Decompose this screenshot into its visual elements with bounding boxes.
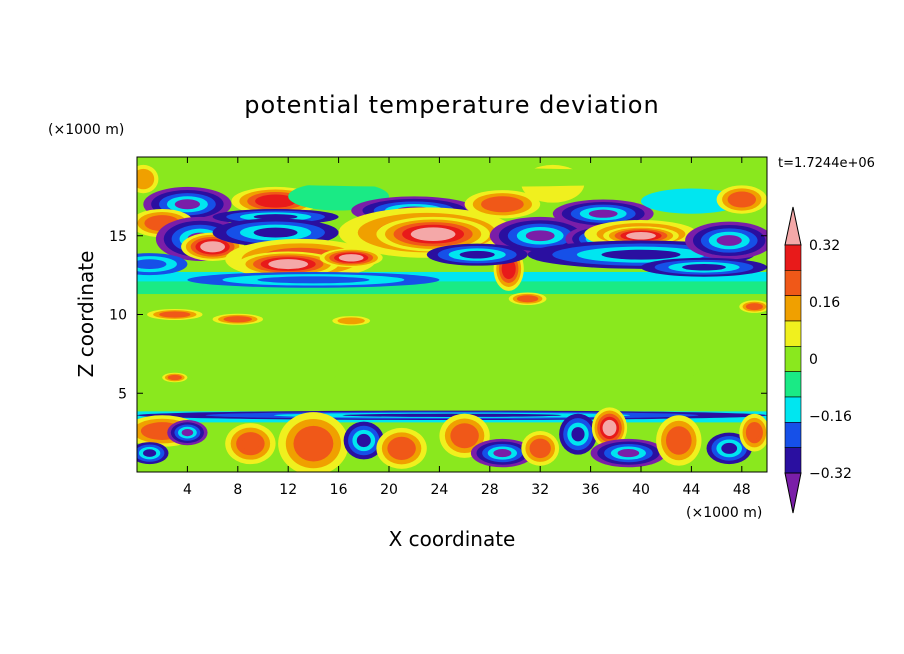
colorbar-extend-min [784,472,802,514]
colorbar-label: −0.16 [809,409,852,425]
colorbar-label: 0.32 [809,238,840,254]
contour-region [170,375,180,380]
x-tick-label: 4 [183,482,192,498]
contour-region [721,442,738,454]
colorbar-segment [784,244,802,271]
y-axis-ticks: 5 10 15 [109,229,767,402]
contour-region [301,432,326,455]
contour-region [631,233,651,239]
contour-region [181,429,194,437]
x-tick-label: 48 [733,482,751,498]
y-unit-label: (×1000 m) [48,122,124,138]
contour-region [605,422,614,433]
contour-region [749,304,760,309]
x-tick-label: 20 [380,482,398,498]
contour-region [493,449,512,458]
contour-region [489,199,516,210]
contour-region [342,318,360,323]
contour-region [682,263,726,271]
contour-region [187,344,339,395]
x-tick-label: 28 [481,482,499,498]
contour-region [253,227,298,238]
contour-region [137,259,167,269]
colorbar-label: 0 [809,352,818,368]
contour-region [419,229,447,239]
contour-region [204,243,221,251]
contour-region [200,168,704,187]
contour-region [343,255,359,261]
contour-region [165,312,185,317]
x-tick-label: 8 [233,482,242,498]
contour-region [749,426,760,440]
y-tick-label: 10 [109,308,127,324]
contour-region [660,193,723,209]
contour-region [392,441,411,456]
x-tick-label: 36 [582,482,600,498]
contour-region [525,230,555,242]
contour-region [601,249,681,260]
contour-region [241,436,260,451]
colorbar-segment [784,422,802,448]
colorbar-segment [784,396,802,423]
x-tick-label: 44 [682,482,700,498]
contour-region [275,261,301,268]
x-tick-label: 32 [531,482,549,498]
colorbar-label: 0.16 [809,295,840,311]
x-tick-label: 24 [430,482,448,498]
contour-region [414,342,616,413]
x-unit-label: (×1000 m) [686,505,762,521]
x-axis-label: X coordinate [389,527,516,551]
contour-region [617,449,640,458]
contour-region [455,428,474,444]
x-tick-label: 12 [279,482,297,498]
colorbar-segment [784,371,802,398]
contour-region [504,262,514,276]
colorbar-segment [784,320,802,347]
colorbar-segment [784,270,802,296]
y-tick-label: 5 [118,386,127,402]
contour-region [356,433,371,448]
contour-region [263,197,289,206]
contour-region [257,276,370,284]
contour-region [143,449,157,457]
chart-title: potential temperature deviation [244,91,659,119]
contour-region [571,427,585,442]
colorbar-extend-max [784,206,802,246]
colorbar-segment [784,295,802,322]
contour-region [137,172,151,186]
contour-region [670,431,687,450]
time-label: t=1.7244e+06 [778,156,875,171]
colorbar: 0.32 0.16 0 −0.16 −0.32 [784,206,852,514]
colorbar-segment [784,346,802,372]
contour-region [588,209,618,218]
colorbar-label: −0.32 [809,466,852,482]
contour-region [174,199,200,210]
colorbar-segment [784,447,802,474]
contour-region [229,317,247,322]
contour-field [137,157,767,472]
y-tick-label: 15 [109,229,127,245]
contour-region [578,336,704,387]
contour-region [533,442,547,455]
contour-region [253,214,298,220]
y-axis-label: Z coordinate [74,251,98,378]
x-tick-label: 16 [330,482,348,498]
x-axis-ticks: 4 8 12 16 20 24 28 32 36 40 44 48 [183,157,751,498]
contour-region [716,235,742,246]
contour-region [521,296,535,301]
contour-region [733,194,751,205]
x-tick-label: 40 [632,482,650,498]
contour-region [459,250,495,259]
contour-region [342,413,562,417]
